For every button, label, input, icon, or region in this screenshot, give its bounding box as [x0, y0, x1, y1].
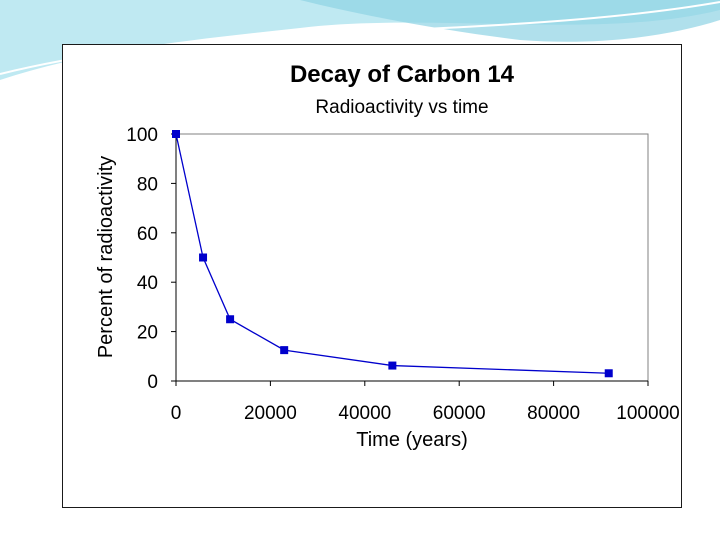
- x-tick-label: 0: [171, 403, 182, 424]
- y-tick-label: 100: [126, 125, 158, 146]
- data-series: [172, 130, 613, 378]
- x-tick-label: 80000: [527, 403, 580, 424]
- data-point: [604, 369, 613, 378]
- data-point: [280, 346, 289, 355]
- chart-title: Decay of Carbon 14: [290, 61, 515, 88]
- y-tick-label: 60: [137, 224, 158, 245]
- y-tick-label: 80: [137, 174, 158, 195]
- data-point: [226, 315, 235, 324]
- data-point: [199, 253, 208, 262]
- y-tick-label: 0: [147, 372, 158, 393]
- decorative-wave-accent: [300, 0, 720, 42]
- x-tick-label: 40000: [338, 403, 391, 424]
- chart-subtitle: Radioactivity vs time: [315, 97, 488, 118]
- y-axis-label: Percent of radioactivity: [95, 156, 117, 358]
- x-tick-label: 20000: [244, 403, 297, 424]
- x-tick-label: 60000: [433, 403, 486, 424]
- axes: [171, 133, 649, 386]
- series-line: [175, 133, 609, 374]
- plot-area: [175, 133, 649, 382]
- x-tick-label: 100000: [616, 403, 679, 424]
- tick-labels: 0 20 40 60 80 100 0 20000 40000 60000 80000 100000: [126, 125, 679, 424]
- data-point: [172, 130, 180, 138]
- y-tick-label: 20: [137, 323, 158, 344]
- x-axis-label: Time (years): [356, 429, 467, 451]
- data-point: [388, 361, 397, 370]
- y-tick-label: 40: [137, 273, 158, 294]
